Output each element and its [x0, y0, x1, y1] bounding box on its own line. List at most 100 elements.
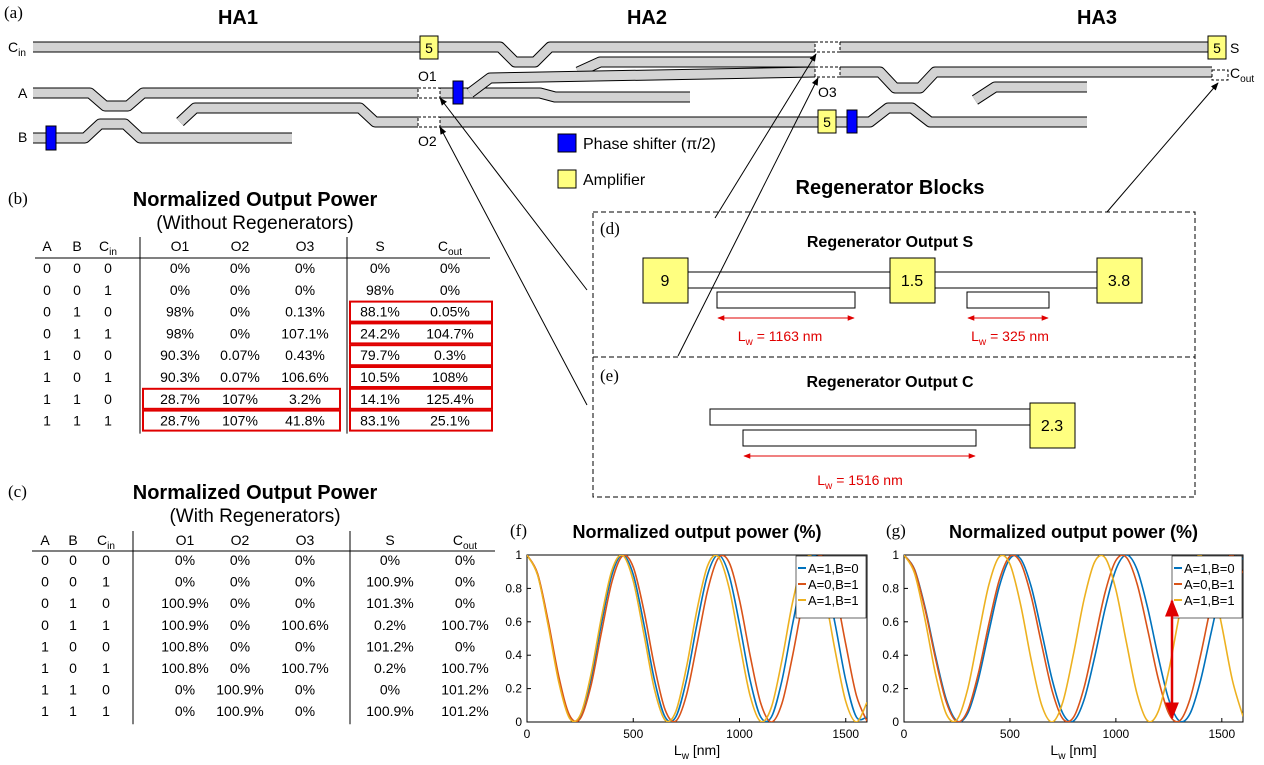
block-title: Regenerator Output C	[806, 374, 974, 391]
legend-box	[1171, 555, 1243, 619]
legend-label: A=1,B=1	[808, 593, 859, 608]
table-cell: 100.9%	[161, 595, 208, 611]
table-header: Cin	[99, 238, 117, 258]
table-cell: 0%	[230, 552, 250, 568]
y-tick-label: 0	[515, 715, 522, 729]
waveguide	[742, 429, 977, 447]
connectors	[439, 53, 1219, 406]
charts: Normalized output power (%) 0 0.2 0.4 0.6 0.8…	[505, 522, 1244, 762]
chart-title: Normalized output power (%)	[949, 522, 1198, 542]
text-part: [nm]	[689, 742, 720, 758]
text-part: L	[817, 472, 825, 488]
chart: Normalized output power (%) 0 0.2 0.4 0.6 0.8…	[505, 522, 868, 762]
table-cell: 0%	[230, 260, 250, 276]
table-cell: 83.1%	[360, 413, 400, 429]
phase-shifter	[452, 80, 464, 105]
table-cell: 104.7%	[426, 325, 473, 341]
table-cell: 100.9%	[366, 574, 413, 590]
text-part: = 325 nm	[986, 328, 1049, 344]
legend-swatch	[557, 169, 577, 189]
subscript: out	[448, 247, 462, 258]
table-cell: 1	[102, 617, 110, 633]
waveguide	[176, 103, 418, 127]
amplifier-gain: 5	[1213, 40, 1221, 56]
table-cell: 1	[43, 413, 51, 429]
table-cell: 0%	[230, 325, 250, 341]
phase-shifter	[846, 109, 858, 134]
table-cell: 0	[69, 574, 77, 590]
length-label: Lw = 325 nm	[971, 328, 1049, 348]
table-cell: 107.1%	[281, 325, 328, 341]
table-cell: 90.3%	[160, 369, 200, 385]
waveguide	[966, 291, 1050, 309]
waveguide	[33, 88, 418, 111]
table-cell: 10.5%	[360, 369, 400, 385]
text-part: = 1516 nm	[832, 472, 902, 488]
couplers	[417, 41, 1229, 128]
table-cell: 1	[41, 703, 49, 719]
table-cell: 0%	[295, 552, 315, 568]
amplifier	[889, 257, 936, 304]
table-cell: 98%	[366, 282, 394, 298]
table-header: B	[72, 238, 81, 254]
table-cell: 0	[41, 574, 49, 590]
table-cell: 0%	[230, 574, 250, 590]
table-cell: 0.05%	[430, 304, 470, 320]
subscript: w	[681, 751, 690, 762]
table-cell: 0%	[230, 595, 250, 611]
tables: Normalized Output Power(Without Regenera…	[32, 189, 495, 725]
port-label: O1	[418, 68, 437, 84]
legend-label: Amplifier	[583, 172, 646, 189]
table-header: S	[375, 238, 384, 254]
waveguide	[467, 67, 816, 97]
subscript: in	[109, 247, 117, 258]
x-axis-label: Lw [nm]	[674, 742, 720, 762]
table-cell: 0	[102, 552, 110, 568]
amplifier	[1096, 257, 1143, 304]
subscript: out	[463, 541, 477, 552]
legend-label: A=0,B=1	[1184, 577, 1235, 592]
table-cell: 28.7%	[160, 413, 200, 429]
table-cell: 25.1%	[430, 413, 470, 429]
y-tick-label: 0.2	[882, 682, 899, 696]
table-cell: 1	[73, 325, 81, 341]
phase-shifter	[45, 125, 57, 151]
amplifier-gain: 3.8	[1108, 273, 1130, 290]
waveguide	[33, 119, 292, 143]
table-title: Normalized Output Power	[133, 189, 378, 211]
table-cell: 107%	[222, 413, 258, 429]
panel-label: (f)	[510, 521, 527, 540]
y-tick-label: 1	[892, 548, 899, 562]
table-cell: 1	[41, 682, 49, 698]
coupler	[1211, 69, 1229, 81]
table-cell: 1	[69, 682, 77, 698]
amplifier	[817, 109, 837, 134]
highlight-box	[349, 344, 493, 367]
table-cell: 1	[43, 347, 51, 363]
table-subtitle: (Without Regenerators)	[156, 213, 353, 234]
table-cell: 0	[69, 638, 77, 654]
table-cell: 1	[102, 574, 110, 590]
port-label: B	[18, 129, 27, 145]
highlight-box	[349, 322, 493, 345]
table-cell: 1	[104, 325, 112, 341]
table-cell: 0%	[295, 638, 315, 654]
waveguides	[33, 41, 1212, 144]
table-cell: 101.2%	[366, 638, 413, 654]
table-cell: 0	[43, 325, 51, 341]
table-cell: 0	[73, 282, 81, 298]
table-cell: 0%	[175, 703, 195, 719]
table-cell: 0	[43, 304, 51, 320]
text-part: C	[99, 238, 109, 254]
subscript: w	[745, 337, 754, 348]
x-tick-label: 1000	[1103, 727, 1130, 741]
table-cell: 1	[104, 413, 112, 429]
subscript: w	[1057, 751, 1066, 762]
text-part: L	[971, 328, 979, 344]
panel-label: (b)	[8, 189, 28, 208]
legend-label: A=0,B=1	[808, 577, 859, 592]
table-cell: 0.13%	[285, 304, 325, 320]
connector-arrow	[677, 77, 819, 357]
panel-label: (g)	[886, 521, 906, 540]
length-label: Lw = 1163 nm	[738, 328, 822, 348]
